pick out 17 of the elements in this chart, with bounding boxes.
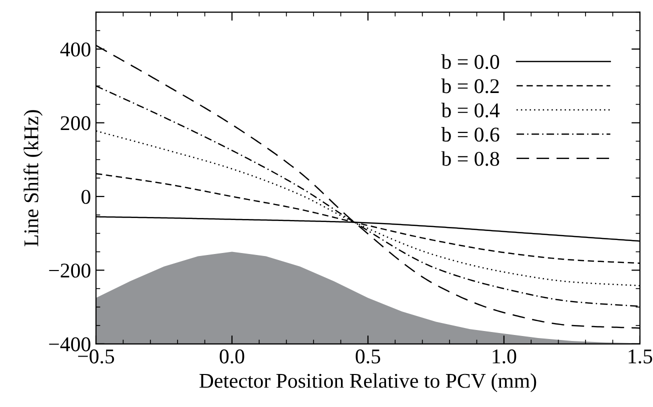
x-tick-label: −0.5 [78, 349, 114, 364]
x-tick-label: 1.0 [492, 349, 516, 364]
y-tick-label: 200 [60, 116, 90, 130]
y-tick-label: −400 [49, 337, 90, 352]
legend-label: b = 0.0 [441, 54, 500, 70]
legend-label: b = 0.4 [441, 102, 500, 118]
legend-label: b = 0.6 [441, 126, 500, 142]
y-axis-title: Line Shift (kHz) [23, 110, 43, 246]
y-tick-label: 400 [60, 42, 90, 56]
y-tick-label: −200 [49, 264, 90, 278]
legend-label: b = 0.8 [441, 151, 500, 166]
x-tick-label: 0.5 [356, 349, 380, 364]
x-tick-label: 0.0 [220, 349, 244, 364]
x-axis-title: Detector Position Relative to PCV (mm) [199, 373, 536, 392]
legend-label: b = 0.2 [441, 78, 499, 94]
x-tick-label: 1.5 [628, 349, 652, 364]
y-tick-label: 0 [82, 190, 90, 204]
